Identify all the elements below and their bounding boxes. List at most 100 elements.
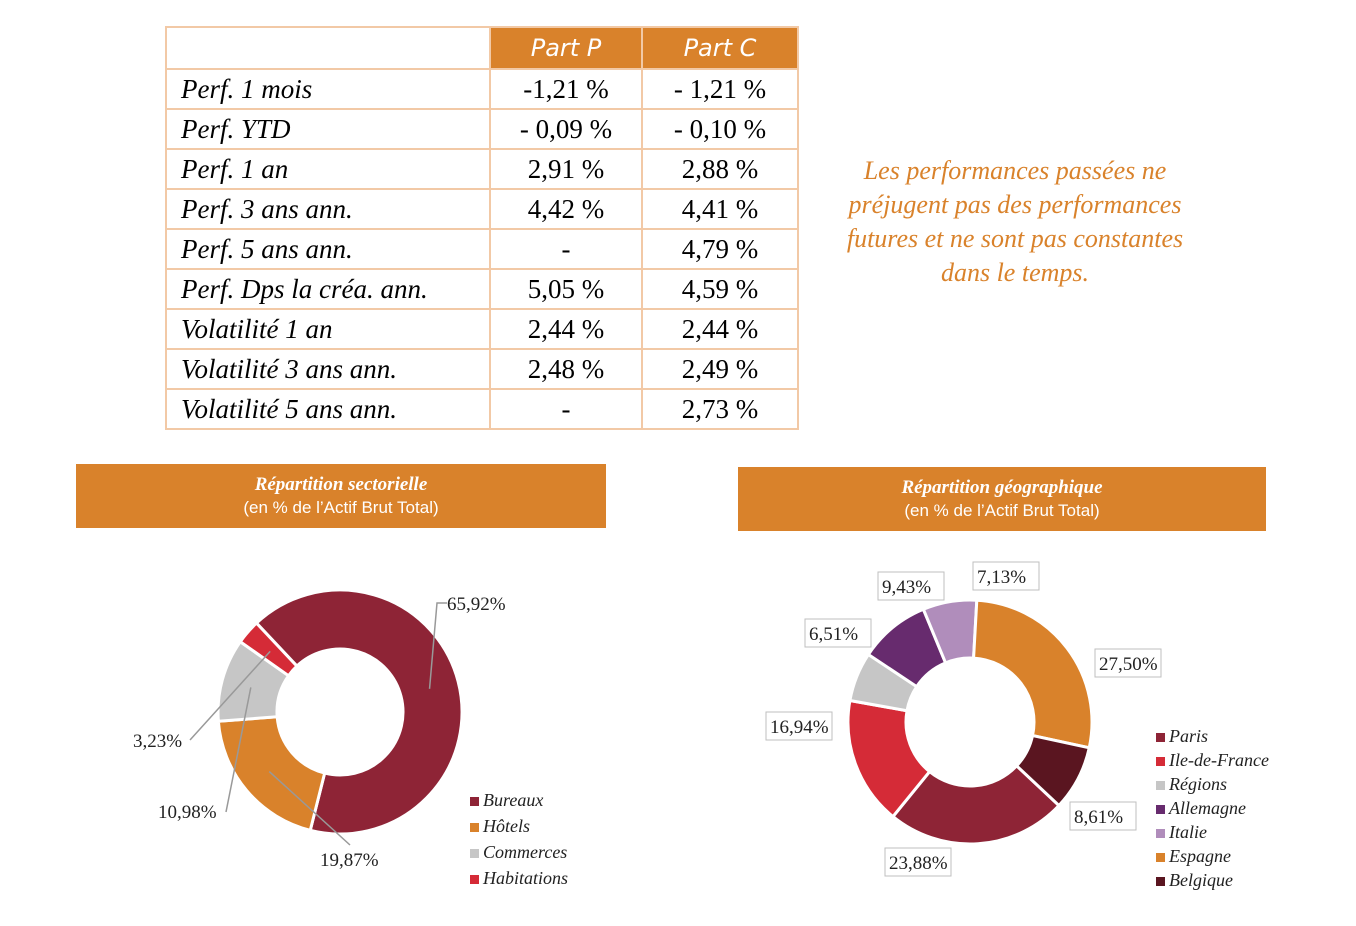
slice-espagne bbox=[971, 598, 1094, 750]
row-label: Perf. 1 mois bbox=[165, 68, 491, 110]
row-label: Perf. YTD bbox=[165, 108, 491, 150]
table-row: Volatilité 5 ans ann. -2,73 % bbox=[165, 388, 799, 430]
table-row: Volatilité 1 an 2,44 % 2,44 % bbox=[165, 308, 799, 350]
geo-chart-subtitle: (en % de l’Actif Brut Total) bbox=[904, 501, 1100, 520]
part-c-value: 2,44 % bbox=[641, 308, 799, 350]
table-row: Perf. Dps la créa. ann. 5,05 % 4,59 % bbox=[165, 268, 799, 310]
slice-habitations bbox=[238, 620, 299, 678]
part-p-value: 5,05 % bbox=[489, 268, 643, 310]
part-c-value: 2,49 % bbox=[641, 348, 799, 390]
row-label: Perf. Dps la créa. ann. bbox=[165, 268, 491, 310]
part-p-value: 2,91 % bbox=[489, 148, 643, 190]
legend-swatch-allemagne bbox=[1156, 805, 1165, 814]
part-p-value: -1,21 % bbox=[489, 68, 643, 110]
slice-belgique bbox=[1014, 733, 1092, 808]
data-label-belgique: 8,61% bbox=[1074, 807, 1123, 828]
data-label-allemagne: 9,43% bbox=[882, 577, 931, 598]
data-label-hotels: 19,87% bbox=[320, 850, 379, 871]
legend-swatch-hotels bbox=[470, 823, 479, 832]
part-p-value: 2,48 % bbox=[489, 348, 643, 390]
data-label-espagne: 27,50% bbox=[1099, 654, 1158, 675]
part-c-value: 2,88 % bbox=[641, 148, 799, 190]
legend-item-commerces: Commerces bbox=[483, 842, 567, 862]
part-p-value: - bbox=[489, 388, 643, 430]
legend-swatch-commerces bbox=[470, 849, 479, 858]
table-row: Perf. 5 ans ann. -4,79 % bbox=[165, 228, 799, 270]
legend-swatch-belgique bbox=[1156, 877, 1165, 886]
legend-item-paris: Paris bbox=[1168, 726, 1208, 746]
geo-chart-header: Répartition géographique (en % de l’Acti… bbox=[738, 467, 1266, 531]
legend-swatch-espagne bbox=[1156, 853, 1165, 862]
legend-item-belgique: Belgique bbox=[1169, 870, 1233, 890]
leader-line bbox=[268, 771, 351, 846]
data-label-italie: 7,13% bbox=[977, 567, 1026, 588]
data-label-habitations: 3,23% bbox=[133, 731, 182, 752]
data-label-box bbox=[972, 561, 1040, 591]
part-p-value: 2,44 % bbox=[489, 308, 643, 350]
data-label-box bbox=[877, 571, 945, 601]
table-header-part-p: Part P bbox=[489, 26, 643, 70]
legend-swatch-ile-de-france bbox=[1156, 757, 1165, 766]
table-header-part-c: Part C bbox=[641, 26, 799, 70]
legend-swatch-bureaux bbox=[470, 797, 479, 806]
row-label: Volatilité 5 ans ann. bbox=[165, 388, 491, 430]
table-row: Perf. 1 mois -1,21 % - 1,21 % bbox=[165, 68, 799, 110]
legend-item-italie: Italie bbox=[1168, 822, 1207, 842]
legend-item-allemagne: Allemagne bbox=[1168, 798, 1246, 818]
table-header-row: Part P Part C bbox=[165, 26, 799, 70]
part-c-value: - 0,10 % bbox=[641, 108, 799, 150]
data-label-box bbox=[765, 711, 833, 741]
data-label-ile-de-france: 16,94% bbox=[770, 717, 829, 738]
legend-item-espagne: Espagne bbox=[1168, 846, 1231, 866]
legend-swatch-habitations bbox=[470, 875, 479, 884]
row-label: Perf. 5 ans ann. bbox=[165, 228, 491, 270]
leader-line bbox=[225, 687, 252, 813]
part-c-value: 4,59 % bbox=[641, 268, 799, 310]
part-c-value: 4,79 % bbox=[641, 228, 799, 270]
legend-swatch-regions bbox=[1156, 781, 1165, 790]
data-label-regions: 6,51% bbox=[809, 624, 858, 645]
slice-bureaux bbox=[254, 588, 464, 836]
slice-paris bbox=[890, 763, 1062, 846]
sector-donut: 65,92% 19,87% 10,98% 3,23% bbox=[133, 588, 506, 871]
data-label-box bbox=[884, 847, 952, 877]
data-label-commerces: 10,98% bbox=[158, 802, 217, 823]
data-label-box bbox=[804, 618, 872, 648]
legend-item-habitations: Habitations bbox=[482, 868, 568, 888]
part-p-value: 4,42 % bbox=[489, 188, 643, 230]
table-row: Perf. 1 an 2,91 % 2,88 % bbox=[165, 148, 799, 190]
legend-item-ile-de-france: Ile-de-France bbox=[1168, 750, 1269, 770]
disclaimer-text: Les performances passées ne préjugent pa… bbox=[846, 156, 1184, 287]
part-p-value: - 0,09 % bbox=[489, 108, 643, 150]
part-c-value: - 1,21 % bbox=[641, 68, 799, 110]
row-label: Volatilité 1 an bbox=[165, 308, 491, 350]
geo-chart-title: Répartition géographique bbox=[901, 477, 1103, 498]
part-c-value: 4,41 % bbox=[641, 188, 799, 230]
legend-swatch-italie bbox=[1156, 829, 1165, 838]
legend-item-regions: Régions bbox=[1168, 774, 1227, 794]
row-label: Perf. 3 ans ann. bbox=[165, 188, 491, 230]
data-label-bureaux: 65,92% bbox=[447, 594, 506, 615]
table-row: Volatilité 3 ans ann. 2,48 % 2,49 % bbox=[165, 348, 799, 390]
table-row: Perf. YTD - 0,09 % - 0,10 % bbox=[165, 108, 799, 150]
legend-item-bureaux: Bureaux bbox=[483, 790, 543, 810]
legend-item-hotels: Hôtels bbox=[482, 816, 530, 836]
table-header-empty bbox=[165, 26, 491, 70]
data-label-paris: 23,88% bbox=[889, 853, 948, 874]
part-c-value: 2,73 % bbox=[641, 388, 799, 430]
legend-swatch-paris bbox=[1156, 733, 1165, 742]
performance-table: Part P Part C Perf. 1 mois -1,21 % - 1,21 … bbox=[165, 26, 799, 430]
part-p-value: - bbox=[489, 228, 643, 270]
row-label: Volatilité 3 ans ann. bbox=[165, 348, 491, 390]
table-row: Perf. 3 ans ann. 4,42 % 4,41 % bbox=[165, 188, 799, 230]
data-label-box bbox=[1069, 801, 1137, 831]
sector-chart-title: Répartition sectorielle bbox=[254, 474, 428, 495]
leader-line bbox=[428, 602, 447, 689]
data-label-box bbox=[1094, 648, 1162, 678]
geo-donut: 23,88% 16,94% 6,51% 9,43% 7,13% 27,50% 8,61% bbox=[765, 561, 1162, 877]
leader-line bbox=[189, 650, 271, 741]
sector-chart-header: Répartition sectorielle (en % de l’Actif… bbox=[76, 464, 606, 528]
row-label: Perf. 1 an bbox=[165, 148, 491, 190]
sector-chart-subtitle: (en % de l’Actif Brut Total) bbox=[243, 498, 439, 517]
